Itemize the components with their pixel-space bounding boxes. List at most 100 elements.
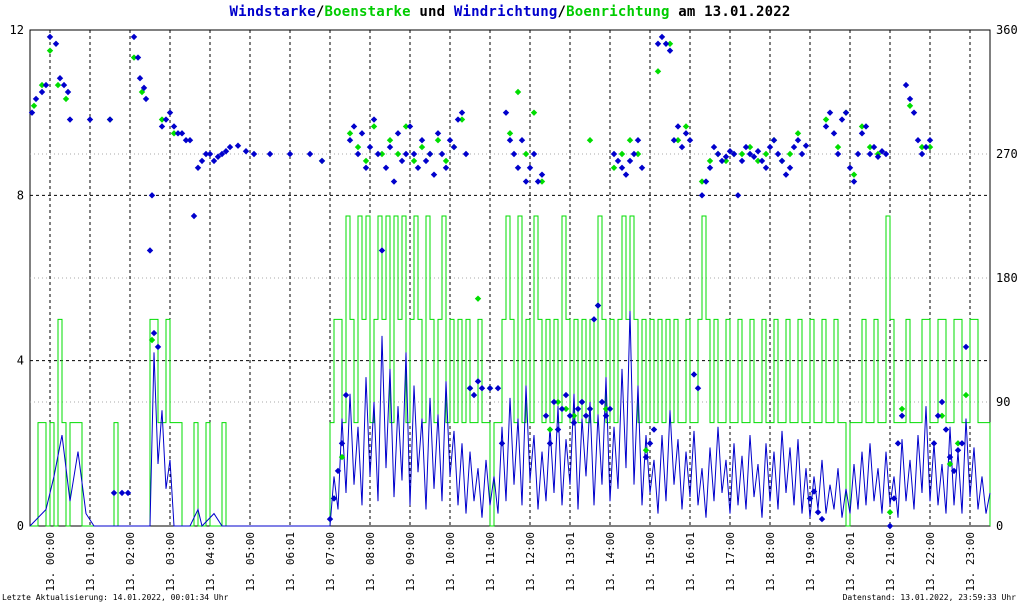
wind-direction-point <box>64 88 72 96</box>
wind-direction-point <box>182 137 190 144</box>
wind-direction-point <box>266 150 274 158</box>
wind-direction-point <box>194 164 202 171</box>
wind-direction-point <box>558 405 566 413</box>
wind-direction-point <box>806 495 814 502</box>
wind-direction-point <box>222 148 230 155</box>
wind-direction-point <box>242 148 250 155</box>
wind-direction-point <box>226 143 234 151</box>
wind-direction-point <box>86 116 94 123</box>
wind-direction-point <box>110 489 118 497</box>
wind-direction-point <box>454 116 462 123</box>
wind-direction-point <box>858 130 866 137</box>
wind-direction-point <box>52 40 60 47</box>
wind-direction-point <box>148 192 156 199</box>
wind-direction-point <box>60 81 68 89</box>
wind-direction-point <box>406 123 414 130</box>
wind-direction-point <box>410 150 418 158</box>
gust-direction-point <box>546 426 554 433</box>
wind-direction-point <box>206 150 214 158</box>
wind-direction-point <box>718 157 726 165</box>
wind-direction-point <box>618 164 626 171</box>
wind-direction-point <box>638 164 646 171</box>
wind-direction-point <box>822 123 830 130</box>
wind-direction-point <box>706 164 714 171</box>
gust-direction-point <box>906 102 914 109</box>
gust-direction-point <box>170 130 178 137</box>
x-axis-tick-label: 13. 15:00 <box>644 532 657 592</box>
chart-title: Windstarke/Boenstarke und Windrichtung/B… <box>0 4 1020 20</box>
wind-direction-point <box>882 150 890 158</box>
wind-direction-point <box>286 150 294 158</box>
wind-direction-point <box>118 489 126 497</box>
gust-direction-point <box>506 130 514 137</box>
wind-direction-point <box>738 157 746 165</box>
wind-direction-point <box>598 398 606 406</box>
wind-direction-point <box>486 385 494 392</box>
wind-direction-point <box>902 81 910 89</box>
wind-direction-point <box>722 153 730 160</box>
wind-direction-point <box>950 467 958 475</box>
title-slash: / <box>315 4 325 20</box>
wind-direction-point <box>870 143 878 151</box>
wind-direction-point <box>622 171 630 178</box>
wind-direction-point <box>42 81 50 89</box>
wind-direction-point <box>774 150 782 158</box>
wind-direction-point <box>578 398 586 406</box>
wind-direction-point <box>818 515 826 523</box>
wind-direction-point <box>130 33 138 41</box>
gust-direction-point <box>538 178 546 185</box>
wind-direction-point <box>140 84 148 92</box>
title-gust-direction: Boenrichtung <box>566 4 670 20</box>
wind-direction-point <box>890 495 898 502</box>
wind-direction-point <box>590 316 598 323</box>
x-axis-tick-label: 13. 00:00 <box>44 532 57 592</box>
wind-direction-point <box>702 178 710 185</box>
left-axis-tick-label: 8 <box>17 188 24 202</box>
x-axis-tick-label: 13. 08:00 <box>364 532 377 592</box>
wind-direction-point <box>136 75 144 82</box>
gust-direction-point <box>722 157 730 165</box>
x-axis-tick-label: 13. 04:00 <box>204 532 217 592</box>
wind-direction-point <box>458 109 466 116</box>
wind-direction-point <box>150 329 158 337</box>
wind-direction-point <box>630 150 638 158</box>
wind-direction-point <box>402 150 410 158</box>
gust-direction-point <box>794 130 802 137</box>
gust-direction-point <box>54 81 62 89</box>
wind-direction-point <box>124 489 132 497</box>
wind-direction-point <box>398 157 406 165</box>
gust-direction-point <box>938 412 946 419</box>
wind-direction-point <box>594 302 602 309</box>
left-axis-tick-label: 12 <box>10 23 24 37</box>
x-axis-tick-label: 13. 10:00 <box>444 532 457 592</box>
gust-direction-point <box>626 137 634 144</box>
gust-direction-point <box>354 143 362 151</box>
wind-direction-point <box>470 391 478 399</box>
wind-direction-point <box>698 192 706 199</box>
wind-direction-point <box>802 142 810 149</box>
gust-direction-point <box>786 150 794 158</box>
wind-direction-point <box>146 247 154 254</box>
gust-direction-point <box>338 453 346 461</box>
gust-direction-point <box>394 150 402 158</box>
gust-direction-point <box>762 150 770 158</box>
gust-direction-point <box>418 143 426 151</box>
gust-direction-point <box>442 157 450 165</box>
wind-direction-point <box>174 130 182 137</box>
wind-direction-point <box>762 164 770 171</box>
wind-direction-point <box>946 453 954 461</box>
x-axis-tick-label: 13. 01:00 <box>84 532 97 592</box>
x-axis-tick-label: 13. 03:00 <box>164 532 177 592</box>
left-axis-tick-label: 4 <box>17 354 24 368</box>
wind-direction-point <box>386 143 394 151</box>
wind-direction-point <box>166 109 174 116</box>
wind-direction-point <box>418 137 426 144</box>
wind-direction-point <box>494 385 502 392</box>
gust-direction-point <box>410 157 418 165</box>
wind-direction-point <box>742 143 750 151</box>
gust-direction-point <box>562 405 570 413</box>
wind-direction-point <box>338 440 346 447</box>
wind-direction-point <box>546 440 554 447</box>
wind-direction-point <box>654 40 662 47</box>
x-axis-tick-label: 13. 19:00 <box>804 532 817 592</box>
